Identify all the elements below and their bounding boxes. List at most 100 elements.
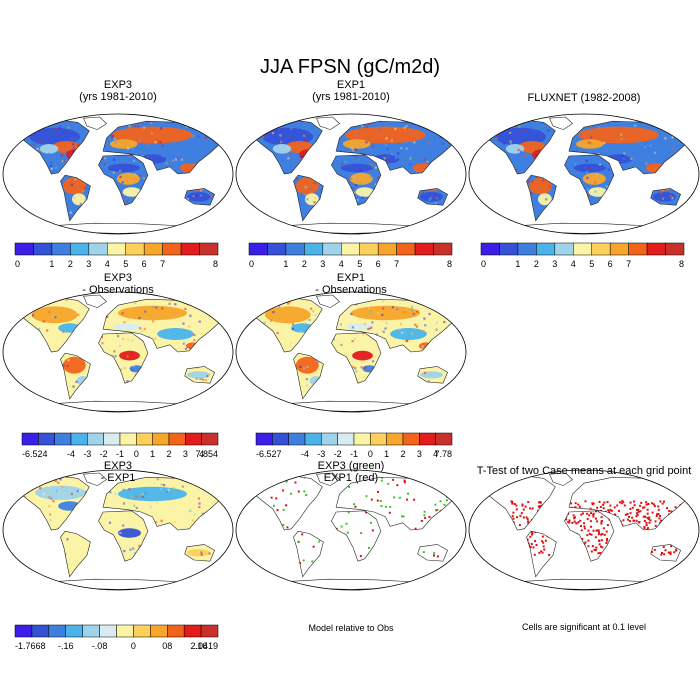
field-cell — [128, 369, 131, 372]
coastline — [16, 475, 90, 531]
field-cell — [9, 214, 11, 216]
significance-cell — [519, 514, 522, 517]
field-cell — [74, 178, 77, 181]
field-cell — [375, 333, 378, 336]
field-cell — [49, 513, 52, 516]
field-cell — [50, 497, 53, 500]
significance-cell — [601, 546, 604, 549]
significance-cell — [544, 539, 547, 542]
significance-cell — [572, 514, 575, 517]
significance-cell — [574, 502, 577, 505]
field-cell — [122, 524, 125, 527]
significance-cell — [377, 490, 380, 493]
field-cell — [622, 166, 626, 169]
field-cell — [197, 483, 200, 486]
colorbar: 0 1 2 3 4 5 6 7 8 — [480, 242, 685, 269]
field-cell — [409, 157, 412, 160]
field-cell — [439, 122, 442, 125]
significance-cell — [516, 516, 519, 519]
field-cell — [502, 142, 506, 145]
field-cell — [403, 126, 406, 129]
field-cell — [218, 583, 220, 585]
field-cell — [395, 156, 398, 159]
significance-cell — [570, 502, 573, 505]
significance-cell — [596, 520, 599, 523]
significance-cell — [406, 498, 409, 501]
significance-cell — [384, 505, 387, 508]
field-cell — [276, 331, 279, 335]
field-cell — [437, 299, 440, 302]
field-patch — [505, 144, 525, 154]
field-cell — [76, 143, 79, 147]
field-cell — [509, 142, 513, 145]
field-cell — [240, 372, 242, 374]
significance-cell — [582, 512, 585, 515]
field-cell — [517, 148, 520, 152]
field-cell — [231, 499, 233, 501]
map-panel-1: EXP3(yrs 1981-2010) 0 1 2 3 4 5 6 7 8 — [2, 79, 234, 269]
field-cell — [78, 489, 81, 492]
field-cell — [30, 130, 33, 133]
field-cell — [155, 306, 158, 309]
colorbar-swatch — [107, 242, 126, 256]
significance-cell — [635, 519, 638, 522]
significance-cell — [462, 484, 464, 486]
significance-cell — [451, 568, 454, 571]
field-cell — [673, 127, 677, 130]
field-cell — [179, 501, 182, 504]
field-cell — [304, 193, 307, 197]
map-frame — [235, 291, 467, 413]
field-cell — [64, 231, 66, 233]
field-cell — [351, 187, 354, 190]
significance-cell — [522, 516, 525, 519]
field-cell — [415, 325, 419, 328]
significance-cell — [654, 524, 657, 527]
field-cell — [123, 549, 126, 553]
map-panel-4: EXP3- Observations -6.524 -4 -3 -2 -1 0 1 2 3 47.8… — [2, 272, 234, 459]
field-cell — [228, 394, 230, 396]
colorbar-swatch — [359, 242, 379, 256]
field-cell — [119, 176, 122, 179]
field-cell — [254, 216, 257, 219]
field-cell — [22, 134, 25, 138]
coastline — [316, 294, 340, 308]
field-cell — [457, 322, 459, 324]
land-antarctica — [54, 401, 176, 412]
colorbar-label: 7.78 — [434, 449, 452, 459]
field-cell — [374, 183, 377, 186]
field-cell — [48, 311, 51, 314]
field-cell — [292, 124, 295, 127]
significance-cell — [575, 522, 578, 525]
field-patch — [62, 177, 86, 195]
field-cell — [439, 135, 442, 139]
colorbar: 0 1 2 3 4 5 6 7 8 — [14, 242, 219, 269]
field-cell — [123, 321, 126, 324]
significance-cell — [530, 543, 533, 546]
colorbar-label: -1 — [350, 449, 358, 459]
field-cell — [67, 571, 71, 574]
field-cell — [396, 152, 400, 155]
significance-cell — [511, 515, 514, 518]
significance-cell — [353, 503, 356, 506]
field-cell — [5, 509, 7, 511]
significance-cell — [645, 503, 648, 506]
significance-cell — [637, 521, 640, 524]
colorbar-label: 5 — [357, 259, 362, 269]
significance-cell — [591, 545, 594, 548]
land-greenland — [83, 295, 107, 308]
map-frame — [2, 291, 234, 413]
coastline — [417, 366, 448, 384]
field-cell — [138, 140, 141, 143]
colorbar-label: 2 — [68, 259, 73, 269]
significance-cell — [381, 476, 384, 479]
field-cell — [70, 492, 73, 496]
significance-cell — [589, 507, 592, 510]
field-cell — [59, 478, 62, 481]
significance-cell — [434, 503, 437, 506]
significance-cell — [595, 549, 598, 552]
field-cell — [194, 481, 197, 484]
field-cell — [200, 224, 202, 226]
field-cell — [271, 300, 274, 304]
field-cell — [478, 232, 480, 234]
field-cell — [23, 394, 26, 398]
